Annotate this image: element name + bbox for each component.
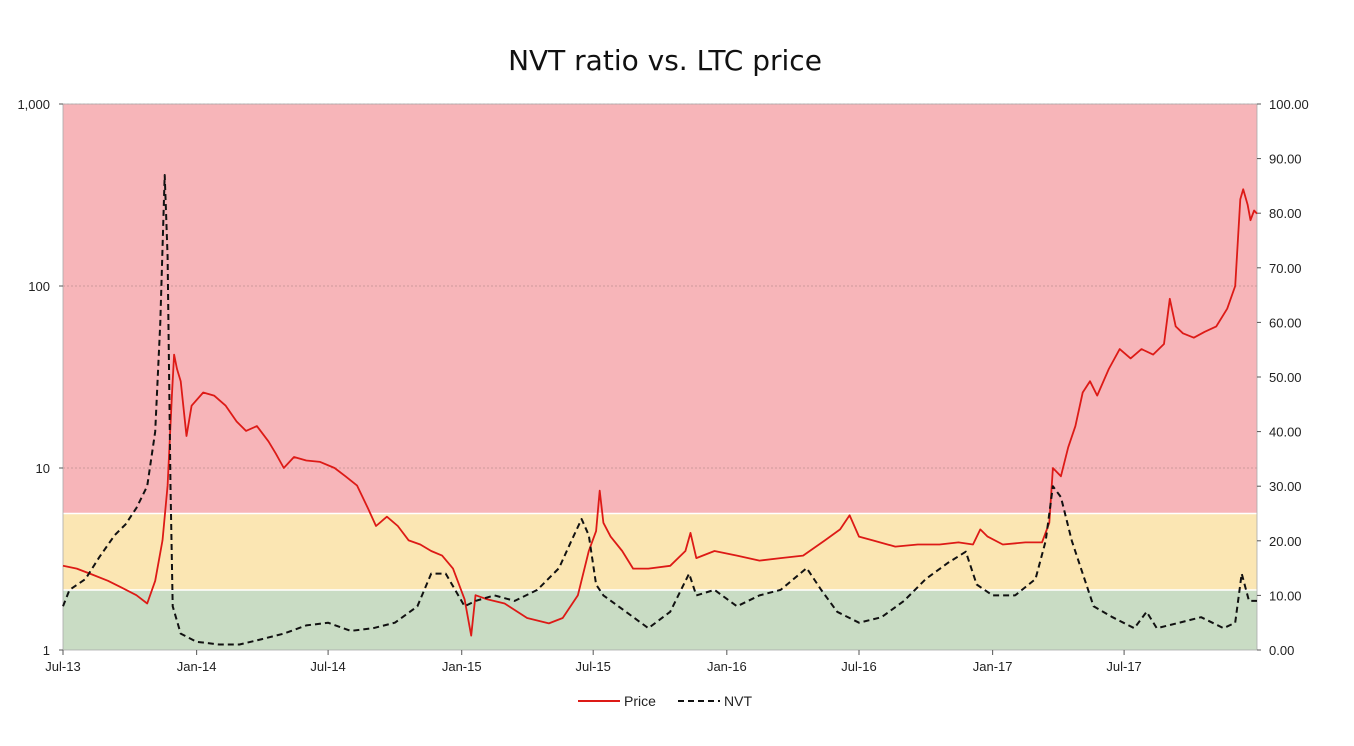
left-axis-label: 10	[36, 461, 50, 476]
x-axis-label: Jan-17	[973, 659, 1013, 674]
right-axis-label: 40.00	[1269, 425, 1302, 440]
band-1	[63, 513, 1257, 590]
right-axis-label: 70.00	[1269, 261, 1302, 276]
x-axis-label: Jul-14	[310, 659, 345, 674]
right-axis-label: 30.00	[1269, 479, 1302, 494]
right-axis-label: 90.00	[1269, 152, 1302, 167]
left-axis-label: 1	[43, 643, 50, 658]
right-axis-label: 0.00	[1269, 643, 1294, 658]
right-axis-label: 20.00	[1269, 534, 1302, 549]
right-axis-label: 50.00	[1269, 370, 1302, 385]
x-axis-label: Jan-16	[707, 659, 747, 674]
left-axis-label: 1,000	[17, 97, 50, 112]
left-axis-label: 100	[28, 279, 50, 294]
x-axis-label: Jul-17	[1106, 659, 1141, 674]
x-axis-label: Jul-15	[575, 659, 610, 674]
right-axis-label: 60.00	[1269, 315, 1302, 330]
series-line-price	[62, 188, 1258, 637]
band-2	[63, 104, 1257, 514]
x-axis-label: Jul-16	[841, 659, 876, 674]
x-axis-label: Jan-15	[442, 659, 482, 674]
x-axis-label: Jul-13	[45, 659, 80, 674]
legend-label-nvt: NVT	[724, 693, 752, 709]
chart-title: NVT ratio vs. LTC price	[508, 44, 822, 77]
x-axis-label: Jan-14	[177, 659, 217, 674]
series-line-nvt	[62, 174, 1257, 646]
legend-label-price: Price	[624, 693, 656, 709]
right-axis-label: 80.00	[1269, 206, 1302, 221]
right-axis-label: 100.00	[1269, 97, 1309, 112]
right-axis-label: 10.00	[1269, 588, 1302, 603]
